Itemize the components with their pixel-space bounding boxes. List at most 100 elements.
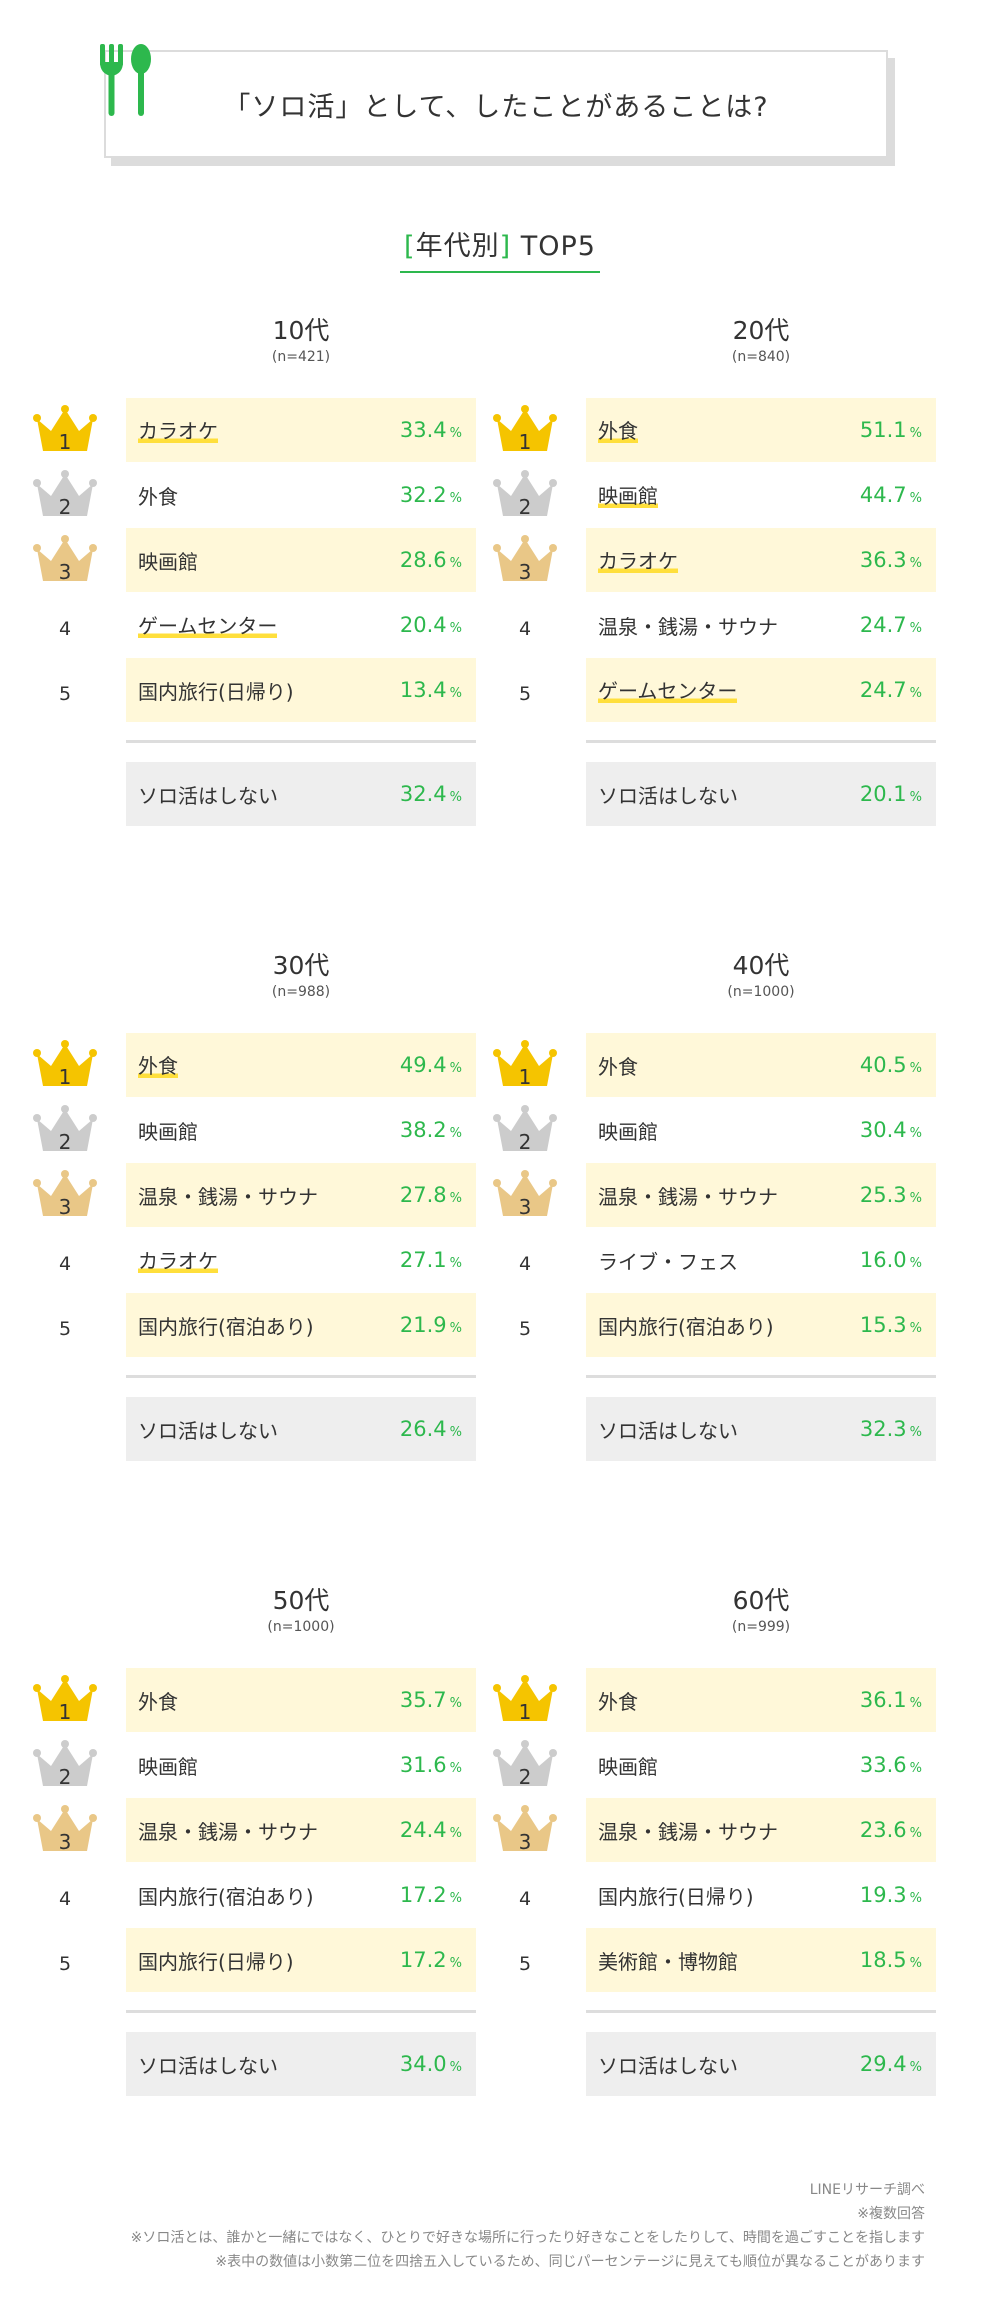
ranking-bar: 外食 32.2% <box>126 463 476 527</box>
percentage-value: 15.3% <box>860 1313 922 1337</box>
ranking-bar: 温泉・銭湯・サウナ 24.4% <box>126 1798 476 1862</box>
percentage-number: 20.4 <box>399 613 447 637</box>
ranking-row: 5 美術館・博物館 18.5% <box>460 1928 940 1992</box>
ranking-row: 5 国内旅行(日帰り) 17.2% <box>0 1928 480 1992</box>
no-solo-label: ソロ活はしない <box>598 783 738 808</box>
ranking-bar: 外食 40.5% <box>586 1033 936 1097</box>
crown-icon: 3 <box>33 1805 97 1854</box>
age-group-title: 10代 <box>272 316 330 345</box>
crown-icon: 1 <box>33 1675 97 1724</box>
percent-unit: % <box>909 1696 922 1711</box>
footnote-definition: ※ソロ活とは、誰かと一緒にではなく、ひとりで好きな場所に行ったり好きなことをした… <box>130 2230 925 2246</box>
age-panel: 40代 (n=1000) 1 外食 40.5% 2 映画館 30.4% 3 温泉・銭湯・サウナ 25… <box>460 935 936 1495</box>
percentage-number: 44.7 <box>859 483 907 507</box>
rank-number: 5 <box>518 683 532 705</box>
percentage-number: 19.3 <box>859 1883 907 1907</box>
percentage-number: 36.3 <box>859 548 907 572</box>
divider <box>586 1375 936 1378</box>
ranking-row: 5 国内旅行(宿泊あり) 21.9% <box>0 1293 480 1357</box>
no-solo-bar: ソロ活はしない 32.4% <box>126 762 476 826</box>
age-panel: 50代 (n=1000) 1 外食 35.7% 2 映画館 31.6% 3 温泉・銭湯・サウナ 24… <box>0 1570 476 2130</box>
percentage-number: 29.4 <box>859 2052 907 2076</box>
percentage-number: 35.7 <box>399 1688 447 1712</box>
percent-unit: % <box>449 1425 462 1440</box>
percent-unit: % <box>449 1256 462 1271</box>
rank-number: 5 <box>518 1953 532 1975</box>
activity-label: 美術館・博物館 <box>598 1949 738 1974</box>
activity-label: 映画館 <box>598 1754 658 1779</box>
percentage-value: 32.2% <box>400 483 462 507</box>
no-solo-bar: ソロ活はしない 29.4% <box>586 2032 936 2096</box>
no-solo-bar: ソロ活はしない 20.1% <box>586 762 936 826</box>
age-panel: 10代 (n=421) 1 カラオケ 33.4% 2 外食 32.2% 3 映画館 28.6% 4 ゲー… <box>0 300 476 860</box>
percent-unit: % <box>449 1126 462 1141</box>
crown-icon: 1 <box>493 1675 557 1724</box>
ranking-row: 5 国内旅行(宿泊あり) 15.3% <box>460 1293 940 1357</box>
percent-unit: % <box>449 1891 462 1906</box>
activity-label: 国内旅行(日帰り) <box>598 1884 754 1909</box>
percentage-value: 23.6% <box>860 1818 922 1842</box>
panel-header: 10代 (n=421) <box>126 316 476 366</box>
ranking-row: 3 温泉・銭湯・サウナ 25.3% <box>460 1163 940 1227</box>
crown-icon: 2 <box>493 470 557 519</box>
crown-rank-number: 1 <box>59 430 72 454</box>
no-solo-bar: ソロ活はしない 32.3% <box>586 1397 936 1461</box>
rank-number: 4 <box>58 1888 72 1910</box>
activity-label: 映画館 <box>138 549 198 574</box>
rank-marker: 3 <box>490 528 560 592</box>
percent-unit: % <box>909 491 922 506</box>
ranking-bar: 外食 35.7% <box>126 1668 476 1732</box>
rank-marker: 3 <box>30 1163 100 1227</box>
ranking-row: 4 国内旅行(日帰り) 19.3% <box>460 1863 940 1927</box>
ranking-row: 2 外食 32.2% <box>0 463 480 527</box>
percentage-value: 33.4% <box>400 418 462 442</box>
sample-size: (n=840) <box>731 349 791 365</box>
rank-marker: 1 <box>30 1668 100 1732</box>
crown-icon: 3 <box>33 535 97 584</box>
activity-label: 温泉・銭湯・サウナ <box>598 614 778 639</box>
ranking-bar: 国内旅行(日帰り) 17.2% <box>126 1928 476 1992</box>
divider <box>586 2010 936 2013</box>
crown-rank-number: 3 <box>519 1830 532 1854</box>
percentage-value: 28.6% <box>400 548 462 572</box>
percentage-number: 20.1 <box>859 782 907 806</box>
sample-size: (n=1000) <box>727 984 795 1000</box>
ranking-row: 1 カラオケ 33.4% <box>0 398 480 462</box>
ranking-bar: カラオケ 27.1% <box>126 1228 476 1292</box>
ranking-bar: 温泉・銭湯・サウナ 27.8% <box>126 1163 476 1227</box>
percent-unit: % <box>449 1321 462 1336</box>
ranking-row: 1 外食 49.4% <box>0 1033 480 1097</box>
ranking-bar: 外食 51.1% <box>586 398 936 462</box>
ranking-bar: 映画館 30.4% <box>586 1098 936 1162</box>
percentage-value: 24.4% <box>400 1818 462 1842</box>
rank-number: 4 <box>518 618 532 640</box>
rank-number: 4 <box>58 618 72 640</box>
ranking-bar: 映画館 38.2% <box>126 1098 476 1162</box>
activity-label: 外食 <box>598 1054 638 1079</box>
rank-number: 5 <box>58 683 72 705</box>
age-panel: 60代 (n=999) 1 外食 36.1% 2 映画館 33.6% 3 温泉・銭湯・サウナ 23.… <box>460 1570 936 2130</box>
percent-unit: % <box>449 1761 462 1776</box>
percentage-number: 32.3 <box>859 1417 907 1441</box>
percent-unit: % <box>449 1826 462 1841</box>
activity-label: 温泉・銭湯・サウナ <box>598 1819 778 1844</box>
percentage-value: 36.3% <box>860 548 922 572</box>
no-solo-label: ソロ活はしない <box>598 1418 738 1443</box>
percent-unit: % <box>909 790 922 805</box>
ranking-row: 3 カラオケ 36.3% <box>460 528 940 592</box>
ranking-bar: 外食 36.1% <box>586 1668 936 1732</box>
rank-marker: 1 <box>30 398 100 462</box>
percentage-number: 26.4 <box>399 1417 447 1441</box>
activity-label: 国内旅行(宿泊あり) <box>138 1314 314 1339</box>
ranking-bar: 映画館 31.6% <box>126 1733 476 1797</box>
activity-label: 温泉・銭湯・サウナ <box>138 1819 318 1844</box>
ranking-row: 3 温泉・銭湯・サウナ 24.4% <box>0 1798 480 1862</box>
crown-rank-number: 1 <box>519 1065 532 1089</box>
rank-marker: 3 <box>30 1798 100 1862</box>
rank-number: 5 <box>58 1318 72 1340</box>
percentage-number: 18.5 <box>859 1948 907 1972</box>
divider <box>126 2010 476 2013</box>
percent-unit: % <box>909 2060 922 2075</box>
percent-unit: % <box>449 1061 462 1076</box>
subtitle-close-bracket: ] <box>499 231 512 262</box>
